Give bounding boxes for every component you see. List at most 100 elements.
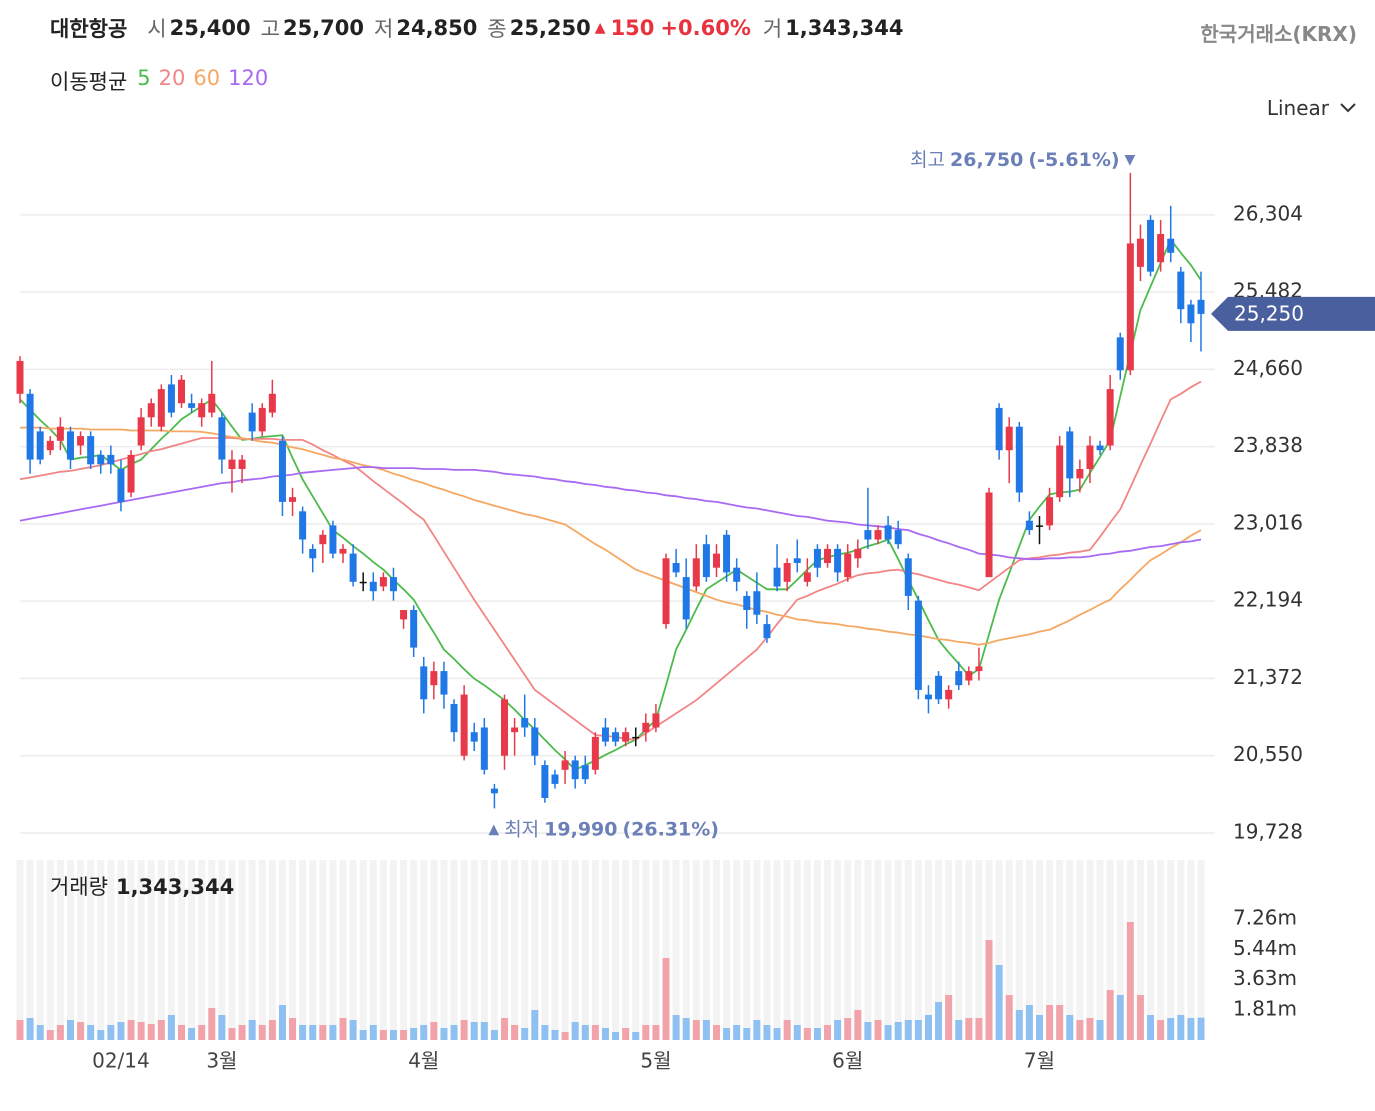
y-tick-label: 20,550 — [1233, 742, 1303, 766]
candle-body — [36, 431, 44, 460]
volume-column-bg — [1147, 860, 1155, 1040]
volume-column-bg — [551, 860, 559, 1040]
scale-dropdown[interactable]: Linear — [1267, 96, 1357, 120]
volume-bar — [480, 1022, 488, 1040]
candle-body — [571, 760, 579, 780]
candle-body — [410, 610, 418, 648]
legend-entry: 5 — [137, 66, 151, 90]
candle-body — [46, 440, 54, 451]
volume-column-bg — [723, 860, 731, 1040]
quote-value: 1,343,344 — [785, 16, 904, 40]
volume-column-bg — [1167, 860, 1175, 1040]
volume-column-bg — [854, 860, 862, 1040]
candle-body — [995, 407, 1003, 451]
volume-bar — [329, 1025, 337, 1040]
volume-column-bg — [652, 860, 660, 1040]
volume-bar — [702, 1020, 710, 1040]
candle-body — [965, 671, 973, 681]
candle-body — [914, 600, 922, 690]
volume-bar — [975, 1018, 983, 1040]
candle-body — [16, 360, 24, 394]
candle-body — [157, 389, 165, 427]
volume-column-bg — [642, 860, 650, 1040]
volume-column-bg — [864, 860, 872, 1040]
volume-bar — [127, 1020, 135, 1040]
candle-body — [147, 403, 155, 418]
scale-mode[interactable]: Linear — [1266, 96, 1329, 120]
volume-column-bg — [632, 860, 640, 1040]
volume-bar — [430, 1022, 438, 1040]
candle-body — [511, 727, 519, 733]
volume-bar — [581, 1025, 589, 1040]
volume-column-bg — [914, 860, 922, 1040]
volume-column-bg — [299, 860, 307, 1040]
volume-column-bg — [1015, 860, 1023, 1040]
volume-bar — [924, 1015, 932, 1040]
quote-label: 고 — [260, 17, 280, 41]
volume-column-bg — [238, 860, 246, 1040]
volume-bar — [884, 1025, 892, 1040]
candle-body — [420, 666, 428, 700]
y-tick-label: 21,372 — [1233, 665, 1303, 689]
volume-column-bg — [834, 860, 842, 1040]
volume-bar — [87, 1025, 95, 1040]
candle-body — [480, 727, 488, 770]
volume-column-bg — [379, 860, 387, 1040]
ma-title: 이동평균 — [50, 70, 128, 94]
volume-title: 거래량 1,343,344 — [50, 875, 234, 899]
volume-bar — [753, 1020, 761, 1040]
candle-body — [1197, 299, 1205, 314]
exchange: 한국거래소(KRX) — [1200, 22, 1357, 46]
volume-bar — [339, 1018, 347, 1040]
candle-body — [400, 610, 408, 620]
volume-column-bg — [359, 860, 367, 1040]
volume-column-bg — [147, 860, 155, 1040]
volume-column-bg — [824, 860, 832, 1040]
volume-bar — [1015, 1010, 1023, 1040]
volume-bar — [56, 1025, 64, 1040]
volume-bar — [985, 940, 993, 1040]
volume-column-bg — [1116, 860, 1124, 1040]
volume-bar — [77, 1022, 85, 1040]
volume-bar — [864, 1022, 872, 1040]
volume-column-bg — [87, 860, 95, 1040]
candle-body — [1147, 219, 1155, 272]
candle-body — [1046, 497, 1054, 526]
chevron-icon[interactable] — [1339, 102, 1357, 114]
volume-bar — [188, 1028, 196, 1040]
volume-bar — [1035, 1015, 1043, 1040]
volume-column-bg — [1025, 860, 1033, 1040]
candle-body — [430, 671, 438, 686]
candle-body — [1025, 520, 1033, 531]
volume-bar — [642, 1025, 650, 1040]
candle-body — [945, 689, 953, 700]
candle-body — [369, 581, 377, 592]
volume-column-bg — [480, 860, 488, 1040]
candle-body — [521, 718, 529, 728]
volume-bar — [490, 1030, 498, 1040]
volume-column-bg — [16, 860, 24, 1040]
volume-bar — [1157, 1020, 1165, 1040]
volume-column-bg — [208, 860, 216, 1040]
x-tick-label: 02/14 — [92, 1049, 150, 1073]
volume-tick-label: 1.81m — [1233, 996, 1297, 1020]
volume-bar — [107, 1025, 115, 1040]
volume-bar — [268, 1020, 276, 1040]
candle-body — [702, 544, 710, 578]
volume-column-bg — [924, 860, 932, 1040]
candle-body — [218, 417, 226, 460]
ma-legend: 이동평균 5 20 60 120 — [50, 66, 268, 96]
volume-column-bg — [612, 860, 620, 1040]
volume-column-bg — [107, 860, 115, 1040]
volume-bar — [248, 1020, 256, 1040]
volume-bar — [258, 1025, 266, 1040]
x-tick-label: 7월 — [1024, 1049, 1055, 1073]
volume-bar — [470, 1022, 478, 1040]
volume-bar — [379, 1030, 387, 1040]
volume-column-bg — [743, 860, 751, 1040]
quote-label: 시 — [147, 17, 167, 41]
candle-body — [137, 417, 145, 446]
volume-column-bg — [178, 860, 186, 1040]
volume-column-bg — [874, 860, 882, 1040]
volume-column-bg — [389, 860, 397, 1040]
